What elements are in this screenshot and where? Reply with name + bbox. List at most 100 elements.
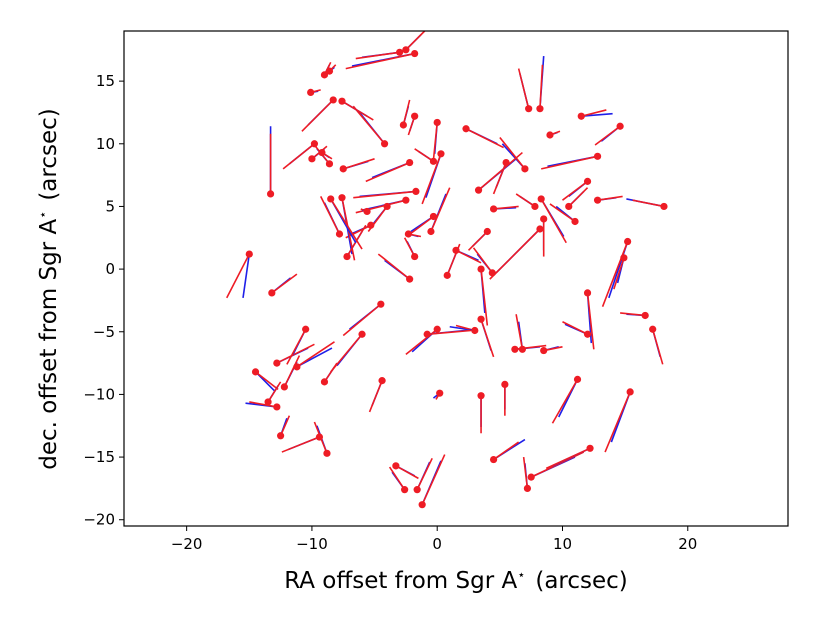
star-marker bbox=[452, 246, 460, 254]
star-marker bbox=[649, 325, 657, 333]
star-marker bbox=[501, 380, 509, 388]
star-marker bbox=[429, 212, 438, 221]
star-marker bbox=[525, 105, 533, 113]
x-tick-label: 0 bbox=[432, 535, 442, 553]
star-marker bbox=[471, 326, 479, 335]
y-axis-label-unit: (arcsec) bbox=[36, 108, 62, 200]
star-marker bbox=[624, 237, 632, 246]
red-vector bbox=[613, 257, 625, 290]
star-marker bbox=[477, 315, 485, 323]
star-marker bbox=[502, 158, 510, 167]
star-marker bbox=[518, 345, 527, 353]
star-marker bbox=[483, 227, 491, 236]
red-vector bbox=[515, 193, 536, 208]
red-vector bbox=[430, 187, 451, 232]
red-vector bbox=[632, 199, 665, 208]
red-vector bbox=[301, 99, 334, 132]
star-marker bbox=[338, 97, 346, 105]
red-vector bbox=[319, 196, 341, 235]
y-axis-ticks: −20 −15 −10 −5 0 5 10 15 bbox=[83, 72, 124, 529]
star-marker bbox=[411, 112, 419, 120]
star-marker bbox=[412, 187, 420, 196]
star-marker bbox=[392, 462, 400, 470]
red-vector bbox=[388, 466, 406, 491]
red-vector bbox=[493, 205, 519, 210]
star-marker bbox=[474, 186, 483, 194]
red-vector bbox=[249, 401, 277, 408]
red-vector bbox=[330, 198, 363, 250]
star-marker bbox=[540, 346, 548, 355]
red-vector bbox=[549, 203, 576, 223]
red-vector bbox=[414, 148, 434, 162]
red-vector bbox=[276, 343, 315, 364]
x-axis-label-main: RA offset from Sgr A bbox=[284, 568, 517, 594]
y-axis-label-star: ⋆ bbox=[36, 211, 51, 219]
red-vector bbox=[267, 381, 282, 403]
x-tick-label: −20 bbox=[171, 535, 203, 553]
red-vector bbox=[489, 228, 541, 280]
star-marker bbox=[433, 325, 441, 333]
red-vector bbox=[522, 456, 529, 489]
star-marker bbox=[323, 449, 331, 457]
star-marker bbox=[411, 49, 419, 58]
x-axis-ticks: −20 −10 0 10 20 bbox=[171, 526, 697, 553]
red-vector bbox=[545, 447, 591, 470]
star-marker bbox=[523, 484, 532, 493]
star-marker bbox=[616, 122, 624, 130]
red-vector bbox=[480, 318, 495, 358]
red-vector bbox=[421, 454, 446, 506]
star-marker bbox=[489, 455, 498, 464]
star-marker bbox=[251, 368, 260, 376]
star-marker bbox=[307, 88, 315, 97]
red-vector bbox=[368, 380, 383, 413]
red-vector bbox=[279, 415, 291, 437]
red-vector bbox=[581, 109, 607, 117]
red-vector bbox=[493, 441, 520, 461]
red-vector bbox=[530, 451, 585, 478]
red-vector bbox=[562, 321, 588, 335]
x-axis-label: RA offset from Sgr A⋆ (arcsec) bbox=[284, 568, 628, 594]
red-vector bbox=[421, 153, 442, 205]
y-tick-label: −15 bbox=[83, 448, 115, 466]
red-vector bbox=[226, 253, 250, 299]
red-vector bbox=[395, 465, 419, 480]
star-marker bbox=[593, 196, 602, 204]
star-marker bbox=[427, 227, 435, 236]
red-vector bbox=[353, 190, 416, 199]
red-vector bbox=[330, 333, 363, 373]
y-tick-label: −10 bbox=[83, 385, 115, 403]
red-vector bbox=[405, 30, 426, 51]
star-marker bbox=[293, 363, 301, 371]
motion-vectors bbox=[226, 30, 665, 506]
y-tick-label: −5 bbox=[93, 323, 115, 341]
red-vector bbox=[402, 99, 411, 126]
y-axis-label-main: dec. offset from Sgr A bbox=[36, 219, 62, 470]
star-marker bbox=[280, 383, 288, 391]
star-marker bbox=[383, 202, 391, 211]
star-marker bbox=[404, 230, 412, 238]
star-marker bbox=[573, 375, 582, 383]
star-marker bbox=[277, 432, 285, 440]
star-marker bbox=[380, 140, 389, 148]
blue-vector bbox=[581, 112, 613, 118]
red-vector bbox=[271, 273, 298, 294]
star-marker bbox=[477, 392, 485, 400]
star-marker bbox=[540, 215, 548, 223]
star-marker bbox=[546, 131, 554, 139]
star-marker bbox=[320, 71, 329, 79]
star-marker bbox=[626, 388, 634, 396]
star-marker bbox=[536, 105, 544, 113]
star-marker bbox=[660, 202, 668, 211]
star-markers bbox=[245, 46, 668, 509]
red-vector bbox=[455, 249, 482, 264]
star-marker bbox=[593, 152, 602, 160]
red-vector bbox=[540, 198, 567, 244]
star-marker bbox=[266, 190, 275, 198]
star-marker bbox=[399, 121, 407, 129]
red-vector bbox=[255, 371, 279, 391]
red-vector bbox=[341, 100, 374, 121]
red-vector bbox=[365, 161, 410, 183]
y-tick-label: 15 bbox=[96, 72, 115, 90]
star-marker bbox=[488, 269, 496, 277]
red-vector bbox=[601, 241, 629, 307]
